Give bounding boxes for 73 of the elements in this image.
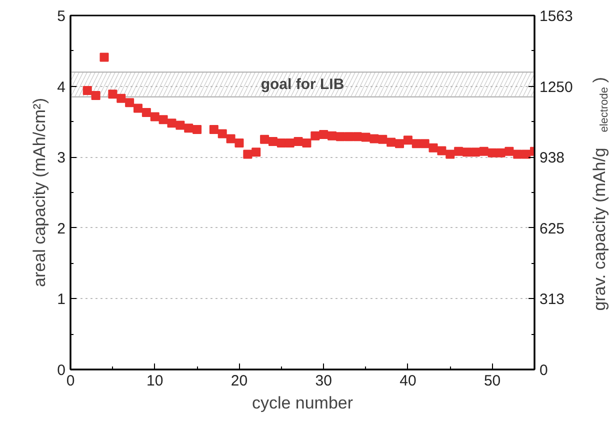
- x-axis-title: cycle number: [252, 394, 354, 412]
- x-tick-label: 50: [484, 372, 501, 390]
- y2-tick-label: 625: [540, 220, 565, 238]
- point: [184, 124, 194, 133]
- point: [234, 138, 244, 148]
- point: [285, 138, 294, 148]
- point: [488, 148, 497, 158]
- point: [428, 143, 438, 152]
- point: [496, 148, 506, 158]
- point: [100, 52, 109, 62]
- point: [142, 108, 151, 117]
- point: [294, 137, 303, 146]
- point: [479, 146, 488, 156]
- point: [454, 146, 464, 156]
- point: [116, 94, 126, 103]
- point: [226, 134, 236, 144]
- point: [370, 134, 379, 144]
- point: [243, 150, 252, 159]
- x-tick-label: 40: [400, 372, 416, 390]
- point: [82, 86, 92, 96]
- y2-tick-label: 1250: [540, 78, 573, 96]
- point: [420, 139, 430, 148]
- point: [470, 148, 480, 157]
- point: [446, 150, 455, 159]
- y-tick-label: 0: [57, 362, 66, 379]
- point: [395, 139, 404, 148]
- point: [302, 138, 312, 148]
- point: [176, 120, 185, 130]
- point: [125, 98, 134, 108]
- y-tick-label: 1: [57, 291, 66, 308]
- point: [437, 146, 446, 156]
- point: [352, 132, 362, 142]
- point: [386, 138, 396, 147]
- point: [361, 132, 370, 142]
- point: [108, 90, 118, 99]
- point: [513, 150, 522, 159]
- point: [209, 124, 218, 134]
- point: [260, 134, 270, 144]
- x-tick-label: 30: [315, 372, 332, 390]
- point: [462, 148, 472, 157]
- y-tick-label: 2: [57, 220, 66, 238]
- point: [252, 148, 261, 157]
- point: [378, 134, 388, 144]
- y2-tick-label: 313: [540, 291, 565, 308]
- y2-tick-label: 1563: [540, 8, 573, 25]
- point: [504, 146, 514, 156]
- point: [276, 138, 286, 148]
- point: [91, 91, 100, 100]
- point: [336, 132, 345, 142]
- y-axis-title: areal capacity (mAh/cm²): [30, 98, 50, 287]
- point: [328, 131, 337, 140]
- point: [192, 124, 202, 134]
- point: [310, 131, 320, 140]
- point: [158, 115, 168, 124]
- point: [403, 136, 412, 145]
- point: [268, 137, 278, 146]
- point: [412, 139, 421, 148]
- point: [522, 150, 531, 159]
- x-tick-label: 10: [146, 372, 164, 390]
- y-tick-label: 3: [57, 150, 66, 167]
- x-tick-label: 20: [230, 372, 248, 390]
- y-tick-label: 4: [57, 78, 66, 96]
- y2-tick-label: 0: [540, 362, 548, 379]
- y2-axis-title: grav. capacity (mAh/gelectrode): [590, 77, 610, 311]
- point: [150, 112, 160, 122]
- point: [218, 129, 227, 138]
- y-tick-label: 5: [57, 8, 66, 25]
- point: [319, 130, 328, 139]
- band-label: goal for LIB: [260, 76, 344, 94]
- point: [167, 118, 176, 128]
- y2-tick-label: 938: [540, 150, 565, 167]
- point: [133, 104, 142, 113]
- point: [344, 132, 354, 142]
